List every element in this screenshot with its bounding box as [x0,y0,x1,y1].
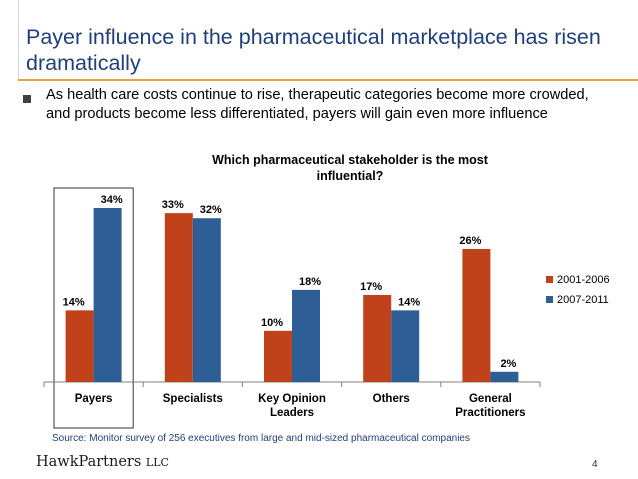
logo-suffix-text: LLC [145,456,169,469]
company-logo: HawkPartners LLC [36,454,169,470]
bar-2001-2006-specialists [164,213,193,382]
bullet-text: As health care costs continue to rise, t… [46,87,589,122]
logo-main-text: HawkPartners [36,454,142,470]
data-label: 34% [101,194,123,206]
bar-2001-2006-key-opinion-leaders [264,330,292,382]
data-label: 14% [398,296,420,308]
data-label: 18% [299,276,321,288]
slide-title: Payer influence in the pharmaceutical ma… [26,25,601,75]
legend-label: 2007-2011 [557,294,609,306]
legend-swatch [546,276,553,283]
bar-2001-2006-general-practitioners [462,248,491,382]
bar-2007-2011-general-practitioners [490,371,519,382]
source-note: Source: Monitor survey of 256 executives… [52,433,470,444]
category-label: Practitioners [455,407,525,419]
data-label: 2% [500,358,516,370]
data-label: 33% [162,199,184,211]
title-left-rule [18,0,19,81]
chart-title: Which pharmaceutical stakeholder is the … [212,153,488,183]
data-label: 26% [459,235,481,247]
data-label: 14% [63,296,85,308]
bar-2007-2011-others [391,310,420,382]
bar-2007-2011-payers [93,208,122,382]
category-label: Others [373,393,410,405]
data-label: 17% [360,281,382,293]
highlight-box [53,187,134,429]
square-bullet-icon [23,95,31,103]
bar-2001-2006-others [363,295,392,382]
category-label: General [469,393,512,405]
bar-2007-2011-key-opinion-leaders [292,289,320,382]
data-label: 32% [200,204,222,216]
category-label: Payers [75,393,113,405]
category-label: Specialists [163,393,223,405]
legend-label: 2001-2006 [557,274,610,286]
category-label: Leaders [270,407,314,419]
data-label: 10% [261,317,283,329]
bar-2007-2011-specialists [192,218,221,382]
legend-swatch [546,296,553,303]
bar-2001-2006-payers [65,310,94,382]
title-underline [18,79,638,81]
page-number: 4 [592,459,598,470]
category-label: Key Opinion [258,393,326,405]
